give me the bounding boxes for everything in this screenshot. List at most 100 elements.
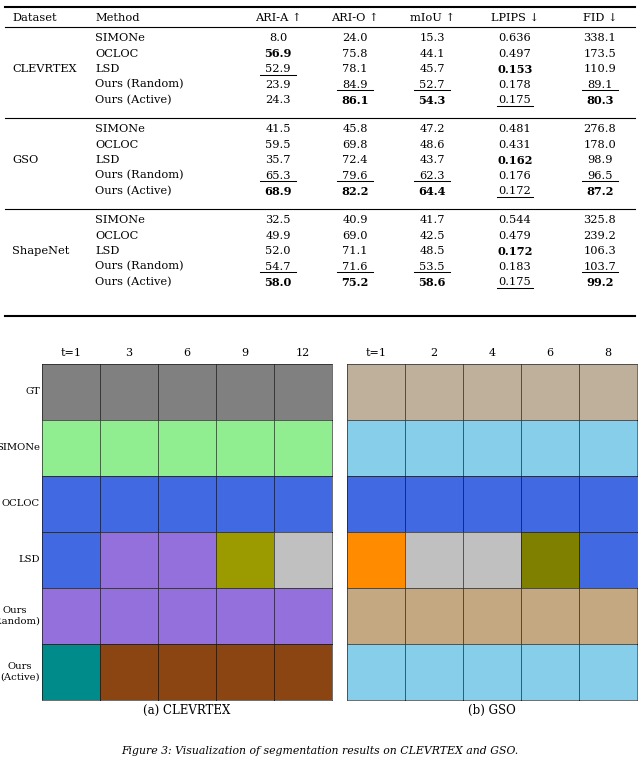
Text: 65.3: 65.3 (265, 170, 291, 180)
Text: LSD: LSD (19, 556, 40, 564)
Text: 276.8: 276.8 (584, 124, 616, 134)
Text: Figure 3: Visualization of segmentation results on CLEVRTEX and GSO.: Figure 3: Visualization of segmentation … (122, 746, 518, 756)
Text: 69.0: 69.0 (342, 231, 368, 241)
Text: 52.7: 52.7 (419, 80, 445, 90)
Text: GT: GT (25, 388, 40, 396)
Text: 0.175: 0.175 (499, 277, 531, 287)
Text: 110.9: 110.9 (584, 64, 616, 74)
Text: 75.8: 75.8 (342, 49, 368, 59)
Text: 41.5: 41.5 (265, 124, 291, 134)
Text: 6: 6 (547, 348, 554, 358)
Text: 8.0: 8.0 (269, 33, 287, 43)
Text: 54.7: 54.7 (265, 262, 291, 272)
Text: 41.7: 41.7 (419, 215, 445, 225)
Text: Ours (Active): Ours (Active) (95, 277, 172, 287)
Text: 58.0: 58.0 (264, 276, 292, 287)
Text: SIMONe: SIMONe (95, 124, 145, 134)
Text: 24.3: 24.3 (265, 95, 291, 105)
Text: OCLOC: OCLOC (95, 49, 138, 59)
Text: Ours (Random): Ours (Random) (95, 262, 184, 272)
Text: 49.9: 49.9 (265, 231, 291, 241)
Text: t=1: t=1 (61, 348, 81, 358)
Text: OCLOC: OCLOC (95, 231, 138, 241)
Text: Dataset: Dataset (12, 13, 56, 23)
Text: 3: 3 (125, 348, 132, 358)
Text: 86.1: 86.1 (341, 94, 369, 105)
Text: 45.7: 45.7 (419, 64, 445, 74)
Text: Ours (Active): Ours (Active) (95, 186, 172, 196)
Text: 0.172: 0.172 (497, 245, 532, 256)
Text: 6: 6 (184, 348, 191, 358)
Text: 64.4: 64.4 (419, 186, 445, 197)
Text: LSD: LSD (95, 155, 120, 165)
Text: 84.9: 84.9 (342, 80, 368, 90)
Text: 71.6: 71.6 (342, 262, 368, 272)
Text: 52.0: 52.0 (265, 246, 291, 256)
Text: LSD: LSD (95, 64, 120, 74)
Text: 338.1: 338.1 (584, 33, 616, 43)
Text: 54.3: 54.3 (419, 94, 445, 105)
Text: 89.1: 89.1 (588, 80, 612, 90)
Text: 106.3: 106.3 (584, 246, 616, 256)
Text: 8: 8 (604, 348, 612, 358)
Text: OCLOC: OCLOC (2, 499, 40, 509)
Text: LPIPS ↓: LPIPS ↓ (491, 13, 539, 23)
Text: 99.2: 99.2 (586, 276, 614, 287)
Text: ARI-O ↑: ARI-O ↑ (332, 13, 379, 23)
Text: 96.5: 96.5 (588, 170, 612, 180)
Text: 68.9: 68.9 (264, 186, 292, 197)
Text: 24.0: 24.0 (342, 33, 368, 43)
Text: 48.5: 48.5 (419, 246, 445, 256)
Text: mIoU ↑: mIoU ↑ (410, 13, 454, 23)
Text: 0.497: 0.497 (499, 49, 531, 59)
Text: ARI-A ↑: ARI-A ↑ (255, 13, 301, 23)
Text: 0.178: 0.178 (499, 80, 531, 90)
Text: 0.175: 0.175 (499, 95, 531, 105)
Text: 32.5: 32.5 (265, 215, 291, 225)
Text: 87.2: 87.2 (586, 186, 614, 197)
Text: 98.9: 98.9 (588, 155, 612, 165)
Text: 103.7: 103.7 (584, 262, 616, 272)
Text: 0.479: 0.479 (499, 231, 531, 241)
Text: 45.8: 45.8 (342, 124, 368, 134)
Text: 56.9: 56.9 (264, 48, 292, 59)
Text: FID ↓: FID ↓ (583, 13, 617, 23)
Text: 0.176: 0.176 (499, 170, 531, 180)
Text: 72.4: 72.4 (342, 155, 368, 165)
Text: 80.3: 80.3 (586, 94, 614, 105)
Text: CLEVRTEX: CLEVRTEX (12, 64, 77, 74)
Text: 173.5: 173.5 (584, 49, 616, 59)
Text: OCLOC: OCLOC (95, 139, 138, 149)
Text: 0.481: 0.481 (499, 124, 531, 134)
Text: 79.6: 79.6 (342, 170, 368, 180)
Text: 325.8: 325.8 (584, 215, 616, 225)
Text: 0.544: 0.544 (499, 215, 531, 225)
Text: 53.5: 53.5 (419, 262, 445, 272)
Text: t=1: t=1 (365, 348, 387, 358)
Text: GSO: GSO (12, 155, 38, 165)
Text: 44.1: 44.1 (419, 49, 445, 59)
Text: LSD: LSD (95, 246, 120, 256)
Text: 59.5: 59.5 (265, 139, 291, 149)
Text: 0.162: 0.162 (497, 155, 532, 166)
Text: SIMONe: SIMONe (0, 444, 40, 453)
Text: Ours (Random): Ours (Random) (95, 170, 184, 180)
Text: 58.6: 58.6 (419, 276, 445, 287)
Text: 0.183: 0.183 (499, 262, 531, 272)
Text: 12: 12 (296, 348, 310, 358)
Text: (a) CLEVRTEX: (a) CLEVRTEX (143, 704, 230, 717)
Text: Ours
(Active): Ours (Active) (0, 663, 40, 682)
Text: (b) GSO: (b) GSO (468, 704, 516, 717)
Text: 23.9: 23.9 (265, 80, 291, 90)
Text: 43.7: 43.7 (419, 155, 445, 165)
Text: 35.7: 35.7 (265, 155, 291, 165)
Text: 178.0: 178.0 (584, 139, 616, 149)
Text: 4: 4 (488, 348, 495, 358)
Text: Method: Method (95, 13, 140, 23)
Text: 75.2: 75.2 (341, 276, 369, 287)
Text: 52.9: 52.9 (265, 64, 291, 74)
Text: 47.2: 47.2 (419, 124, 445, 134)
Text: Ours (Random): Ours (Random) (95, 80, 184, 90)
Text: ShapeNet: ShapeNet (12, 246, 69, 256)
Text: 42.5: 42.5 (419, 231, 445, 241)
